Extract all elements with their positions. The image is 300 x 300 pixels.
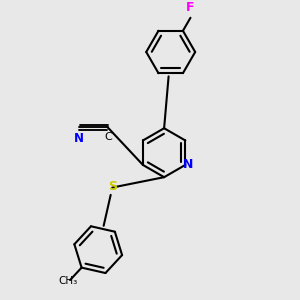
Text: N: N [74,132,83,145]
Text: S: S [108,180,117,193]
Text: CH₃: CH₃ [58,276,77,286]
Text: C: C [105,132,112,142]
Text: N: N [183,158,193,171]
Text: F: F [186,1,195,14]
